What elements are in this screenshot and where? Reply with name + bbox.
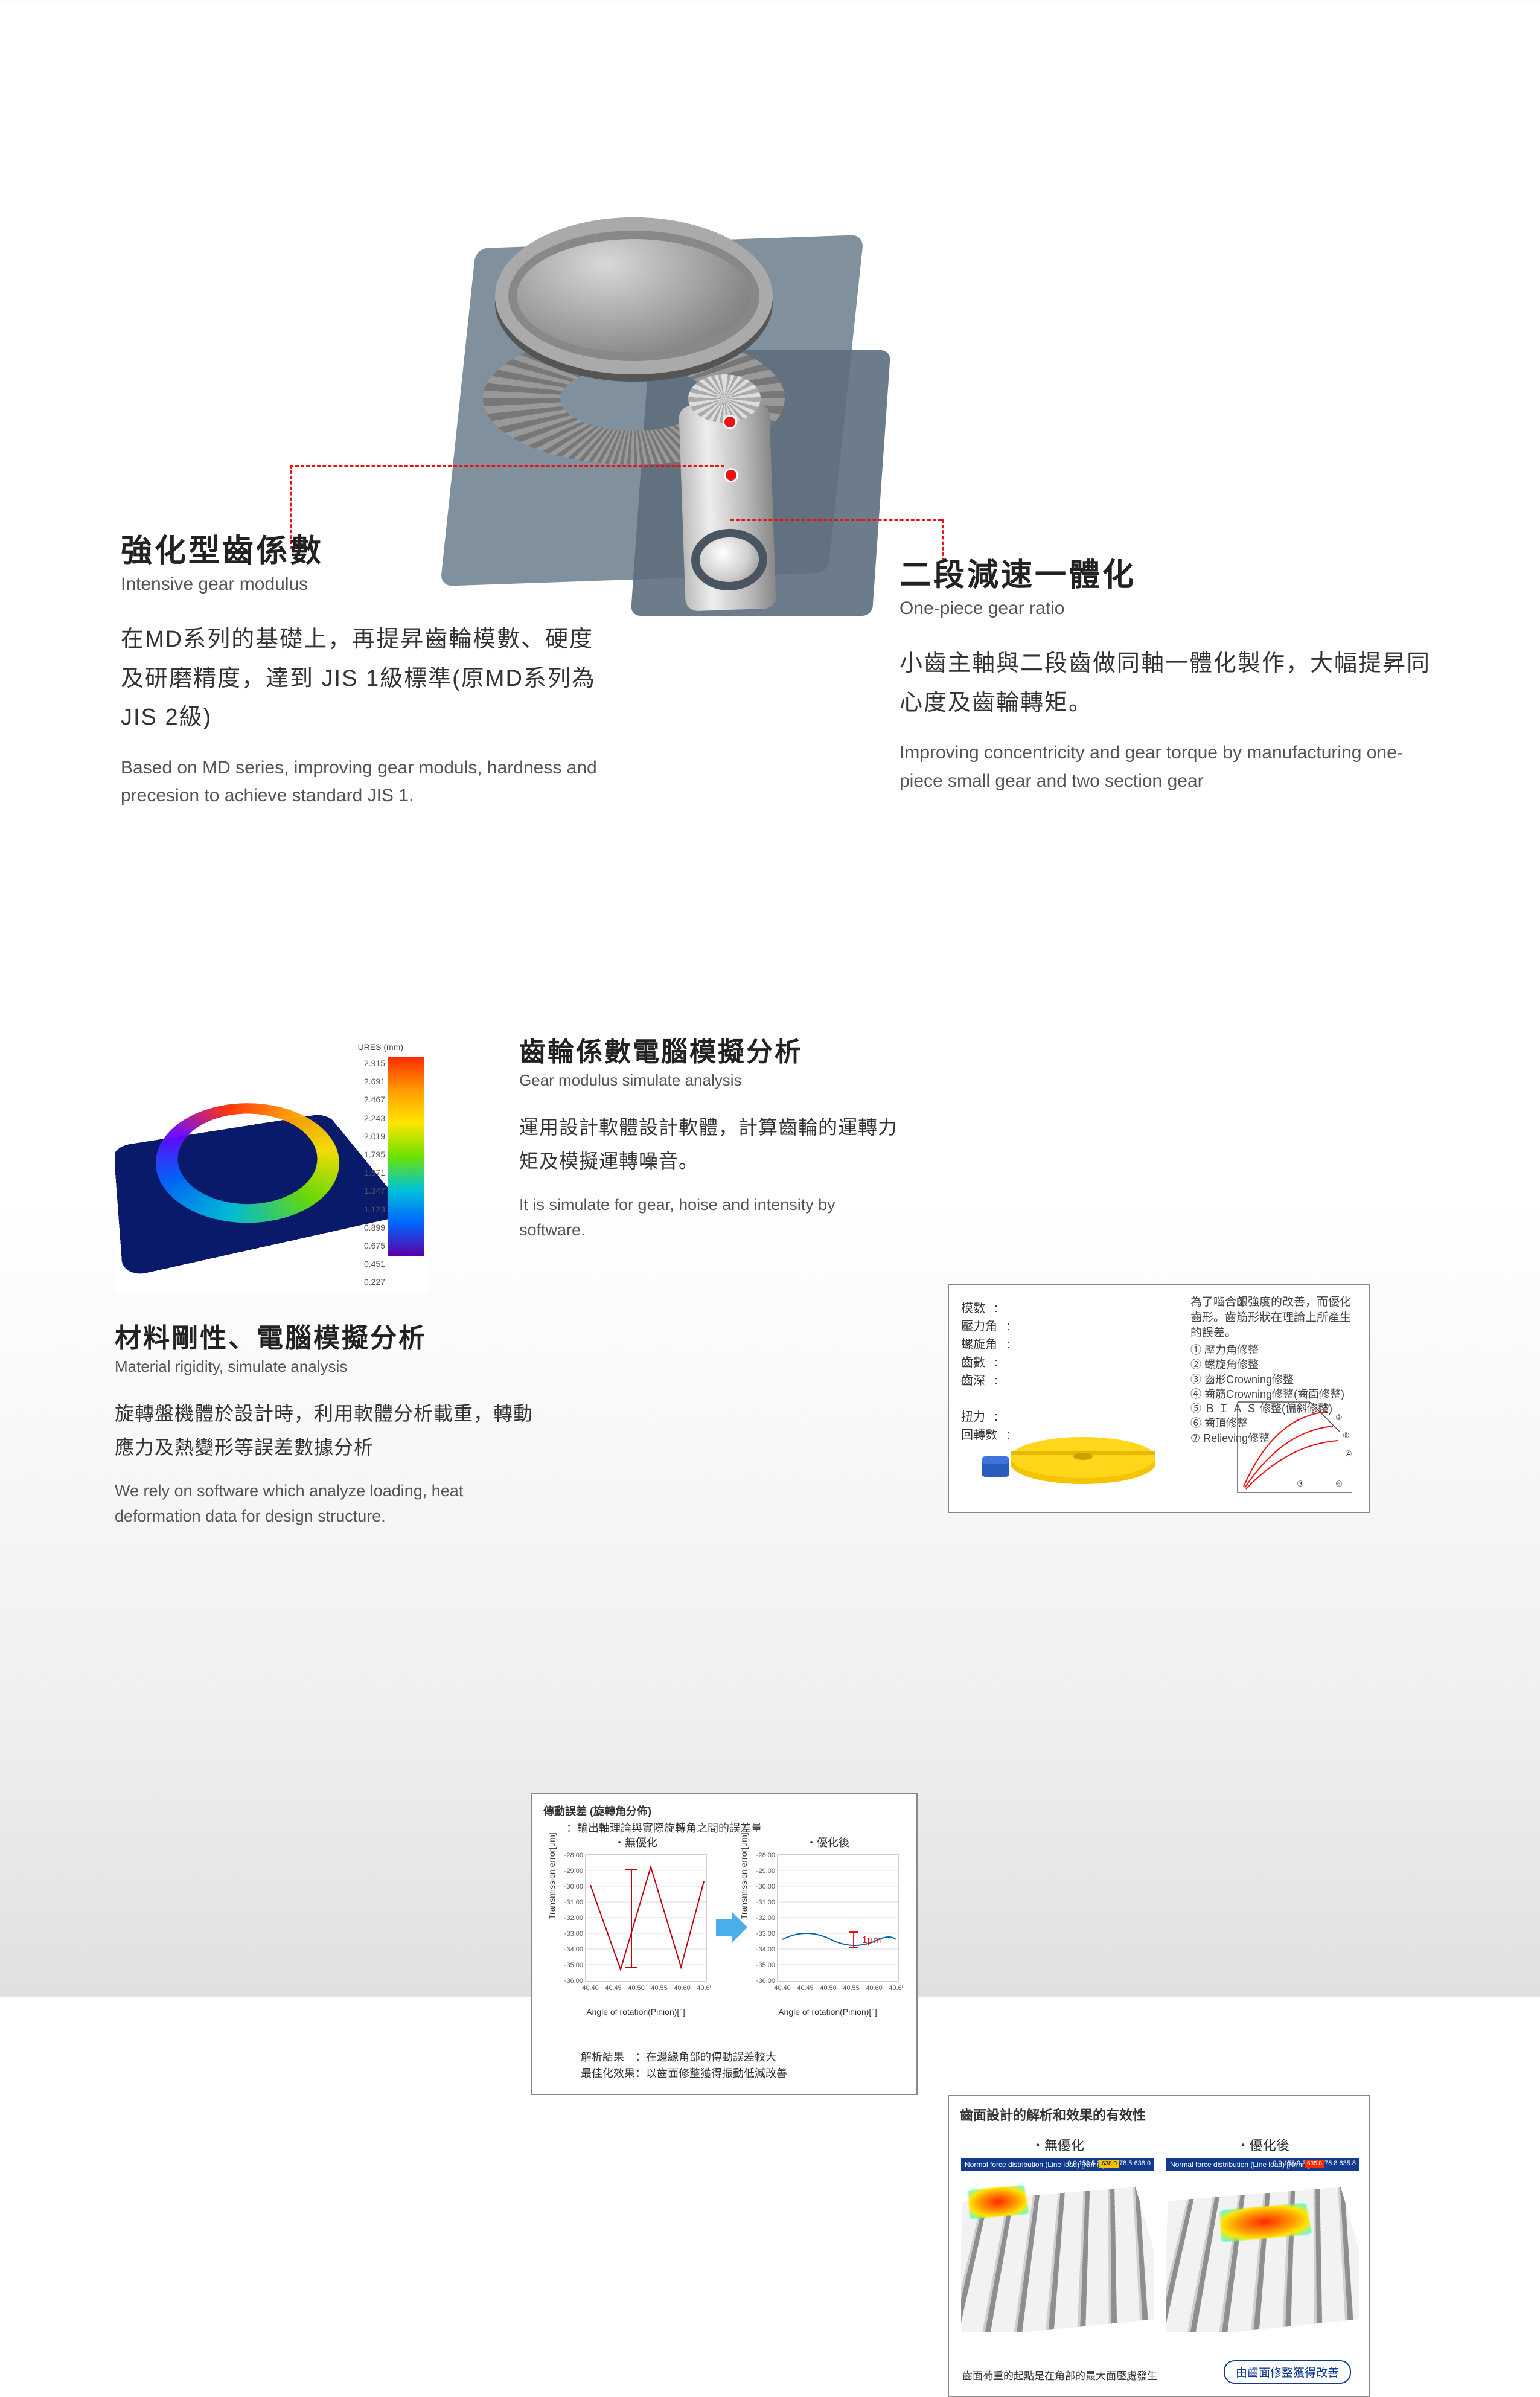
ts-left-bar: Normal force distribution (Line load) [N… [961, 2158, 1154, 2171]
svg-text:-36.00: -36.00 [756, 1977, 775, 1985]
svg-text:③: ③ [1297, 1479, 1304, 1488]
ts-right-label: ・優化後 [1166, 2135, 1359, 2154]
callout-right: 二段減速一體化 One-piece gear ratio 小齒主軸與二段齒做同軸… [899, 549, 1431, 795]
modulus-title-zh: 齒輪係數電腦模擬分析 [519, 1030, 906, 1069]
svg-text:40.50: 40.50 [628, 1985, 645, 1992]
material-body-zh: 旋轉盤機體於設計時，利用軟體分析載重，轉動應力及熱變形等誤差數據分析 [115, 1397, 537, 1464]
svg-text:40.60: 40.60 [866, 1985, 883, 1992]
callout-left-body-en: Based on MD series, improving gear modul… [121, 754, 616, 810]
svg-text:40.45: 40.45 [605, 1985, 622, 1992]
callout-line-left-h [290, 465, 724, 467]
fea-colorbar-ticks: 2.9152.6912.4672.2432.0191.7951.5711.347… [364, 1054, 385, 1291]
lower-grid: URES (mm) 2.9152.6912.4672.2432.0191.795… [115, 1038, 1425, 2125]
te-header: 傳動誤差 (旋轉角分佈) [543, 1803, 651, 1819]
te-right-xlabel: Angle of rotation(Pinion)[°] [752, 2007, 903, 2017]
te-chart-after: ・優化後 -28.00-29.00-30.00-31.00-32.00-33.0… [752, 1849, 903, 2000]
svg-text:-29.00: -29.00 [756, 1867, 775, 1875]
correction-diagram: ① ② ⑤ ④ ③ ⑥ [1232, 1396, 1358, 1505]
svg-text:-32.00: -32.00 [564, 1915, 583, 1922]
material-body-en: We rely on software which analyze loadin… [115, 1479, 537, 1529]
ts-header: 齒面設計的解析和效果的有效性 [960, 2105, 1146, 2124]
svg-text:-29.00: -29.00 [564, 1867, 583, 1875]
svg-text:-33.00: -33.00 [564, 1930, 583, 1938]
svg-text:40.55: 40.55 [843, 1985, 860, 1992]
svg-text:-35.00: -35.00 [756, 1962, 775, 1969]
callout-dot-left [724, 417, 735, 427]
fea-image: URES (mm) 2.9152.6912.4672.2432.0191.795… [115, 1038, 429, 1292]
te-chart-before: ・無優化 -28.00-29.00-30.00-31.00-32.00-33.0… [560, 1849, 711, 2000]
callout-left-title-en: Intensive gear modulus [121, 574, 616, 595]
svg-text:-36.00: -36.00 [564, 1977, 583, 1985]
te-anno-1um: 1μm [862, 1935, 881, 1945]
svg-text:-30.00: -30.00 [564, 1883, 583, 1890]
ts-right-pill: 由齒面修整獲得改善 [1224, 2360, 1351, 2384]
te-left-label: ・無優化 [560, 1834, 711, 1850]
ts-right-bar: Normal force distribution (Line load) [N… [1166, 2158, 1359, 2171]
te-right-ylabel: Transmission error[μm] [739, 1832, 749, 1919]
svg-text:-28.00: -28.00 [756, 1852, 775, 1859]
fea-colorbar [388, 1057, 424, 1256]
svg-text:-28.00: -28.00 [564, 1852, 583, 1859]
parameter-box: 模數:壓力角:螺旋角:齒數:齒深: 扭力:回轉數: 為了嚙合齦強度的改善，而優化… [948, 1284, 1370, 1513]
svg-text:40.50: 40.50 [820, 1985, 837, 1992]
modulus-text: 齒輪係數電腦模擬分析 Gear modulus simulate analysi… [519, 1030, 906, 1243]
ts-right-render [1166, 2175, 1359, 2332]
callout-left: 強化型齒係數 Intensive gear modulus 在MD系列的基礎上，… [121, 525, 616, 810]
callout-right-body-zh: 小齒主軸與二段齒做同軸一體化製作，大幅提昇同心度及齒輪轉矩。 [899, 644, 1431, 722]
parameter-note: 為了嚙合齦強度的改善，而優化齒形。齒筋形狀在理論上所產生的誤差。 [1190, 1295, 1359, 1341]
modulus-body-en: It is simulate for gear, hoise and inten… [519, 1192, 906, 1243]
te-footer: 解析結果 ：在邊緣角部的傳動誤差較大 最佳化效果：以齒面修整獲得振動低減改善 [581, 2049, 787, 2082]
te-chart-after-svg: -28.00 -29.00 -30.00 -31.00 -32.00 -33.00 -34.… [752, 1849, 903, 2000]
svg-text:40.45: 40.45 [797, 1985, 814, 1992]
ts-left-label: ・無優化 [961, 2135, 1154, 2154]
svg-text:⑤: ⑤ [1343, 1431, 1350, 1440]
transmission-error-box: 傳動誤差 (旋轉角分佈) ：輸出軸理論與實際旋轉角之間的誤差量 ・無優化 -28… [531, 1793, 918, 2095]
te-sub: ：輸出軸理論與實際旋轉角之間的誤差量 [566, 1820, 762, 1835]
ts-left-caption: 齒面荷重的起點是在角部的最大面壓處發生 [962, 2367, 1161, 2383]
svg-text:-35.00: -35.00 [564, 1962, 583, 1969]
callout-right-title-zh: 二段減速一體化 [899, 549, 1431, 595]
svg-text:40.65: 40.65 [697, 1985, 711, 1992]
ts-left-render [961, 2175, 1154, 2332]
svg-text:-31.00: -31.00 [564, 1899, 583, 1906]
svg-text:40.40: 40.40 [774, 1985, 791, 1992]
callout-left-body-zh: 在MD系列的基礎上，再提昇齒輪模數、硬度及研磨精度，達到 JIS 1級標準(原M… [121, 620, 616, 737]
te-right-label: ・優化後 [752, 1834, 903, 1850]
te-left-ylabel: Transmission error[μm] [547, 1832, 557, 1919]
material-title-en: Material rigidity, simulate analysis [115, 1357, 537, 1376]
ts-col-after: ・優化後 Normal force distribution (Line loa… [1166, 2135, 1359, 2332]
hero-section: 強化型齒係數 Intensive gear modulus 在MD系列的基礎上，… [0, 193, 1540, 857]
material-text: 材料剛性、電腦模擬分析 Material rigidity, simulate … [115, 1316, 537, 1529]
modulus-title-en: Gear modulus simulate analysis [519, 1071, 906, 1090]
te-chart-before-svg: -28.00 -29.00 -30.00 -31.00 -32.00 -33.00 -34.… [560, 1849, 711, 2000]
callout-right-body-en: Improving concentricity and gear torque … [899, 739, 1431, 795]
callout-right-title-en: One-piece gear ratio [899, 598, 1431, 619]
svg-text:40.65: 40.65 [889, 1985, 903, 1992]
svg-text:-32.00: -32.00 [756, 1915, 775, 1922]
svg-text:①: ① [1322, 1402, 1329, 1411]
ts-col-before: ・無優化 Normal force distribution (Line loa… [961, 2135, 1154, 2332]
callout-line-right-h [730, 519, 942, 521]
svg-text:40.55: 40.55 [651, 1985, 668, 1992]
svg-text:-34.00: -34.00 [564, 1946, 583, 1953]
tooth-surface-box: 齒面設計的解析和效果的有效性 ・無優化 Normal force distrib… [948, 2095, 1370, 2397]
material-title-zh: 材料剛性、電腦模擬分析 [115, 1316, 537, 1355]
te-foot2: 最佳化效果：以齒面修整獲得振動低減改善 [581, 2066, 787, 2082]
svg-text:-30.00: -30.00 [756, 1883, 775, 1890]
gear-icon [980, 1409, 1161, 1500]
te-foot1: 解析結果 ：在邊緣角部的傳動誤差較大 [581, 2049, 787, 2066]
callout-dot-right [726, 470, 736, 481]
svg-text:⑥: ⑥ [1335, 1479, 1343, 1488]
callout-left-title-zh: 強化型齒係數 [121, 525, 616, 571]
svg-text:-33.00: -33.00 [756, 1930, 775, 1938]
svg-text:-34.00: -34.00 [756, 1946, 775, 1953]
modulus-body-zh: 運用設計軟體設計軟體，計算齒輪的運轉力矩及模擬運轉噪音。 [519, 1110, 906, 1178]
svg-text:-31.00: -31.00 [756, 1899, 775, 1906]
svg-text:②: ② [1335, 1413, 1343, 1422]
fea-colorbar-title: URES (mm) [358, 1042, 403, 1052]
svg-text:④: ④ [1345, 1449, 1352, 1458]
svg-text:40.40: 40.40 [582, 1985, 599, 1992]
te-left-xlabel: Angle of rotation(Pinion)[°] [560, 2007, 711, 2017]
svg-text:40.60: 40.60 [674, 1985, 691, 1992]
